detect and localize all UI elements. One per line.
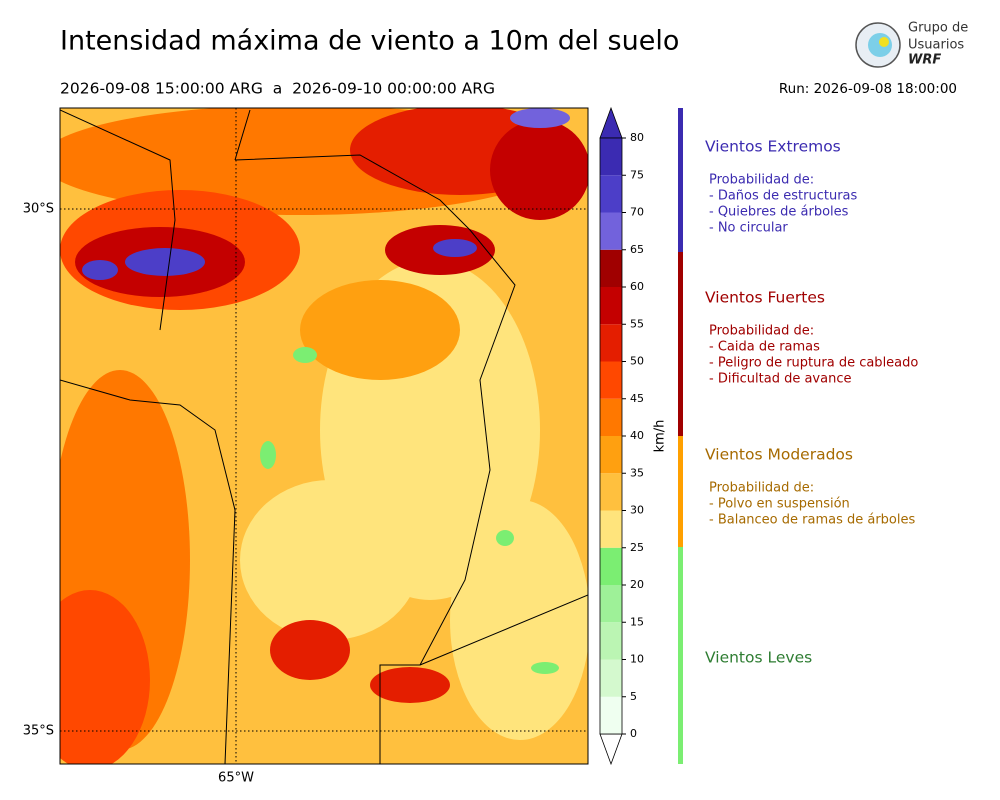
colorbar-extend (599, 733, 623, 766)
legend-line (678, 436, 683, 547)
legend-title: Vientos Moderados (705, 446, 853, 464)
colorbar-segment (600, 510, 622, 548)
legend-item: - Caida de ramas (709, 340, 820, 355)
wind-field (60, 108, 588, 764)
legend-line (678, 252, 683, 436)
legend-item: - Peligro de ruptura de cableado (709, 356, 918, 371)
colorbar-tick-label: 25 (630, 541, 644, 554)
period: 2026-09-08 15:00:00 ARG a 2026-09-10 00:… (60, 80, 495, 98)
colorbar-tick-label: 40 (630, 429, 644, 442)
colorbar-tick-label: 80 (630, 131, 644, 144)
colorbar-segment (600, 324, 622, 362)
colorbar-segment (600, 212, 622, 250)
colorbar-segment (600, 585, 622, 623)
lat-label: 30°S (23, 202, 54, 217)
legend-item: - Daños de estructuras (709, 189, 858, 204)
colorbar-tick-label: 10 (630, 653, 644, 666)
colorbar-tick-label: 60 (630, 280, 644, 293)
colorbar-segment (600, 138, 622, 176)
lon-label: 65°W (218, 771, 254, 786)
legend-title: Vientos Extremos (705, 138, 841, 156)
legend-item: - Balanceo de ramas de árboles (709, 513, 915, 528)
colorbar-segment (600, 659, 622, 697)
colorbar-tick-label: 50 (630, 355, 644, 368)
legend-intro: Probabilidad de: (709, 173, 814, 188)
colorbar-tick-label: 0 (630, 727, 637, 740)
legend-line (678, 108, 683, 252)
logo-text: WRF (908, 53, 941, 68)
colorbar-tick-label: 75 (630, 168, 644, 181)
colorbar-label: km/h (653, 420, 668, 453)
run: Run: 2026-09-08 18:00:00 (779, 81, 957, 97)
colorbar-segment (600, 398, 622, 436)
legend-item: - Dificultad de avance (709, 372, 851, 387)
legend-intro: Probabilidad de: (709, 481, 814, 496)
legend-title: Vientos Fuertes (705, 289, 825, 307)
legend-item: - No circular (709, 221, 788, 236)
colorbar-tick-label: 70 (630, 206, 644, 219)
lat-label: 35°S (23, 724, 54, 739)
logo-text: Usuarios (908, 38, 964, 53)
colorbar-segment (600, 175, 622, 213)
title: Intensidad máxima de viento a 10m del su… (60, 26, 679, 57)
colorbar-segment (600, 696, 622, 734)
colorbar-segment (600, 473, 622, 511)
colorbar-tick-label: 45 (630, 392, 644, 405)
legend-item: - Polvo en suspensión (709, 497, 850, 512)
legend-title: Vientos Leves (705, 649, 812, 667)
colorbar-tick-label: 55 (630, 317, 644, 330)
colorbar-segment (600, 287, 622, 325)
legend-item: - Quiebres de árboles (709, 205, 849, 220)
colorbar-tick-label: 5 (630, 690, 637, 703)
map-frame (59, 107, 589, 765)
colorbar-tick-label: 30 (630, 504, 644, 517)
colorbar-segment (600, 249, 622, 287)
colorbar-extend (599, 106, 623, 139)
legend-line (678, 547, 683, 764)
colorbar-segment (600, 361, 622, 399)
colorbar-segment (600, 622, 622, 660)
colorbar-tick-label: 35 (630, 466, 644, 479)
colorbar-tick-label: 20 (630, 578, 644, 591)
legend-intro: Probabilidad de: (709, 324, 814, 339)
colorbar-segment (600, 436, 622, 474)
logo: Grupo de Usuarios WRF (855, 21, 968, 68)
logo-text: Grupo de (908, 21, 968, 36)
colorbar-segment (600, 547, 622, 585)
colorbar-tick-label: 65 (630, 243, 644, 256)
colorbar-tick-label: 15 (630, 615, 644, 628)
